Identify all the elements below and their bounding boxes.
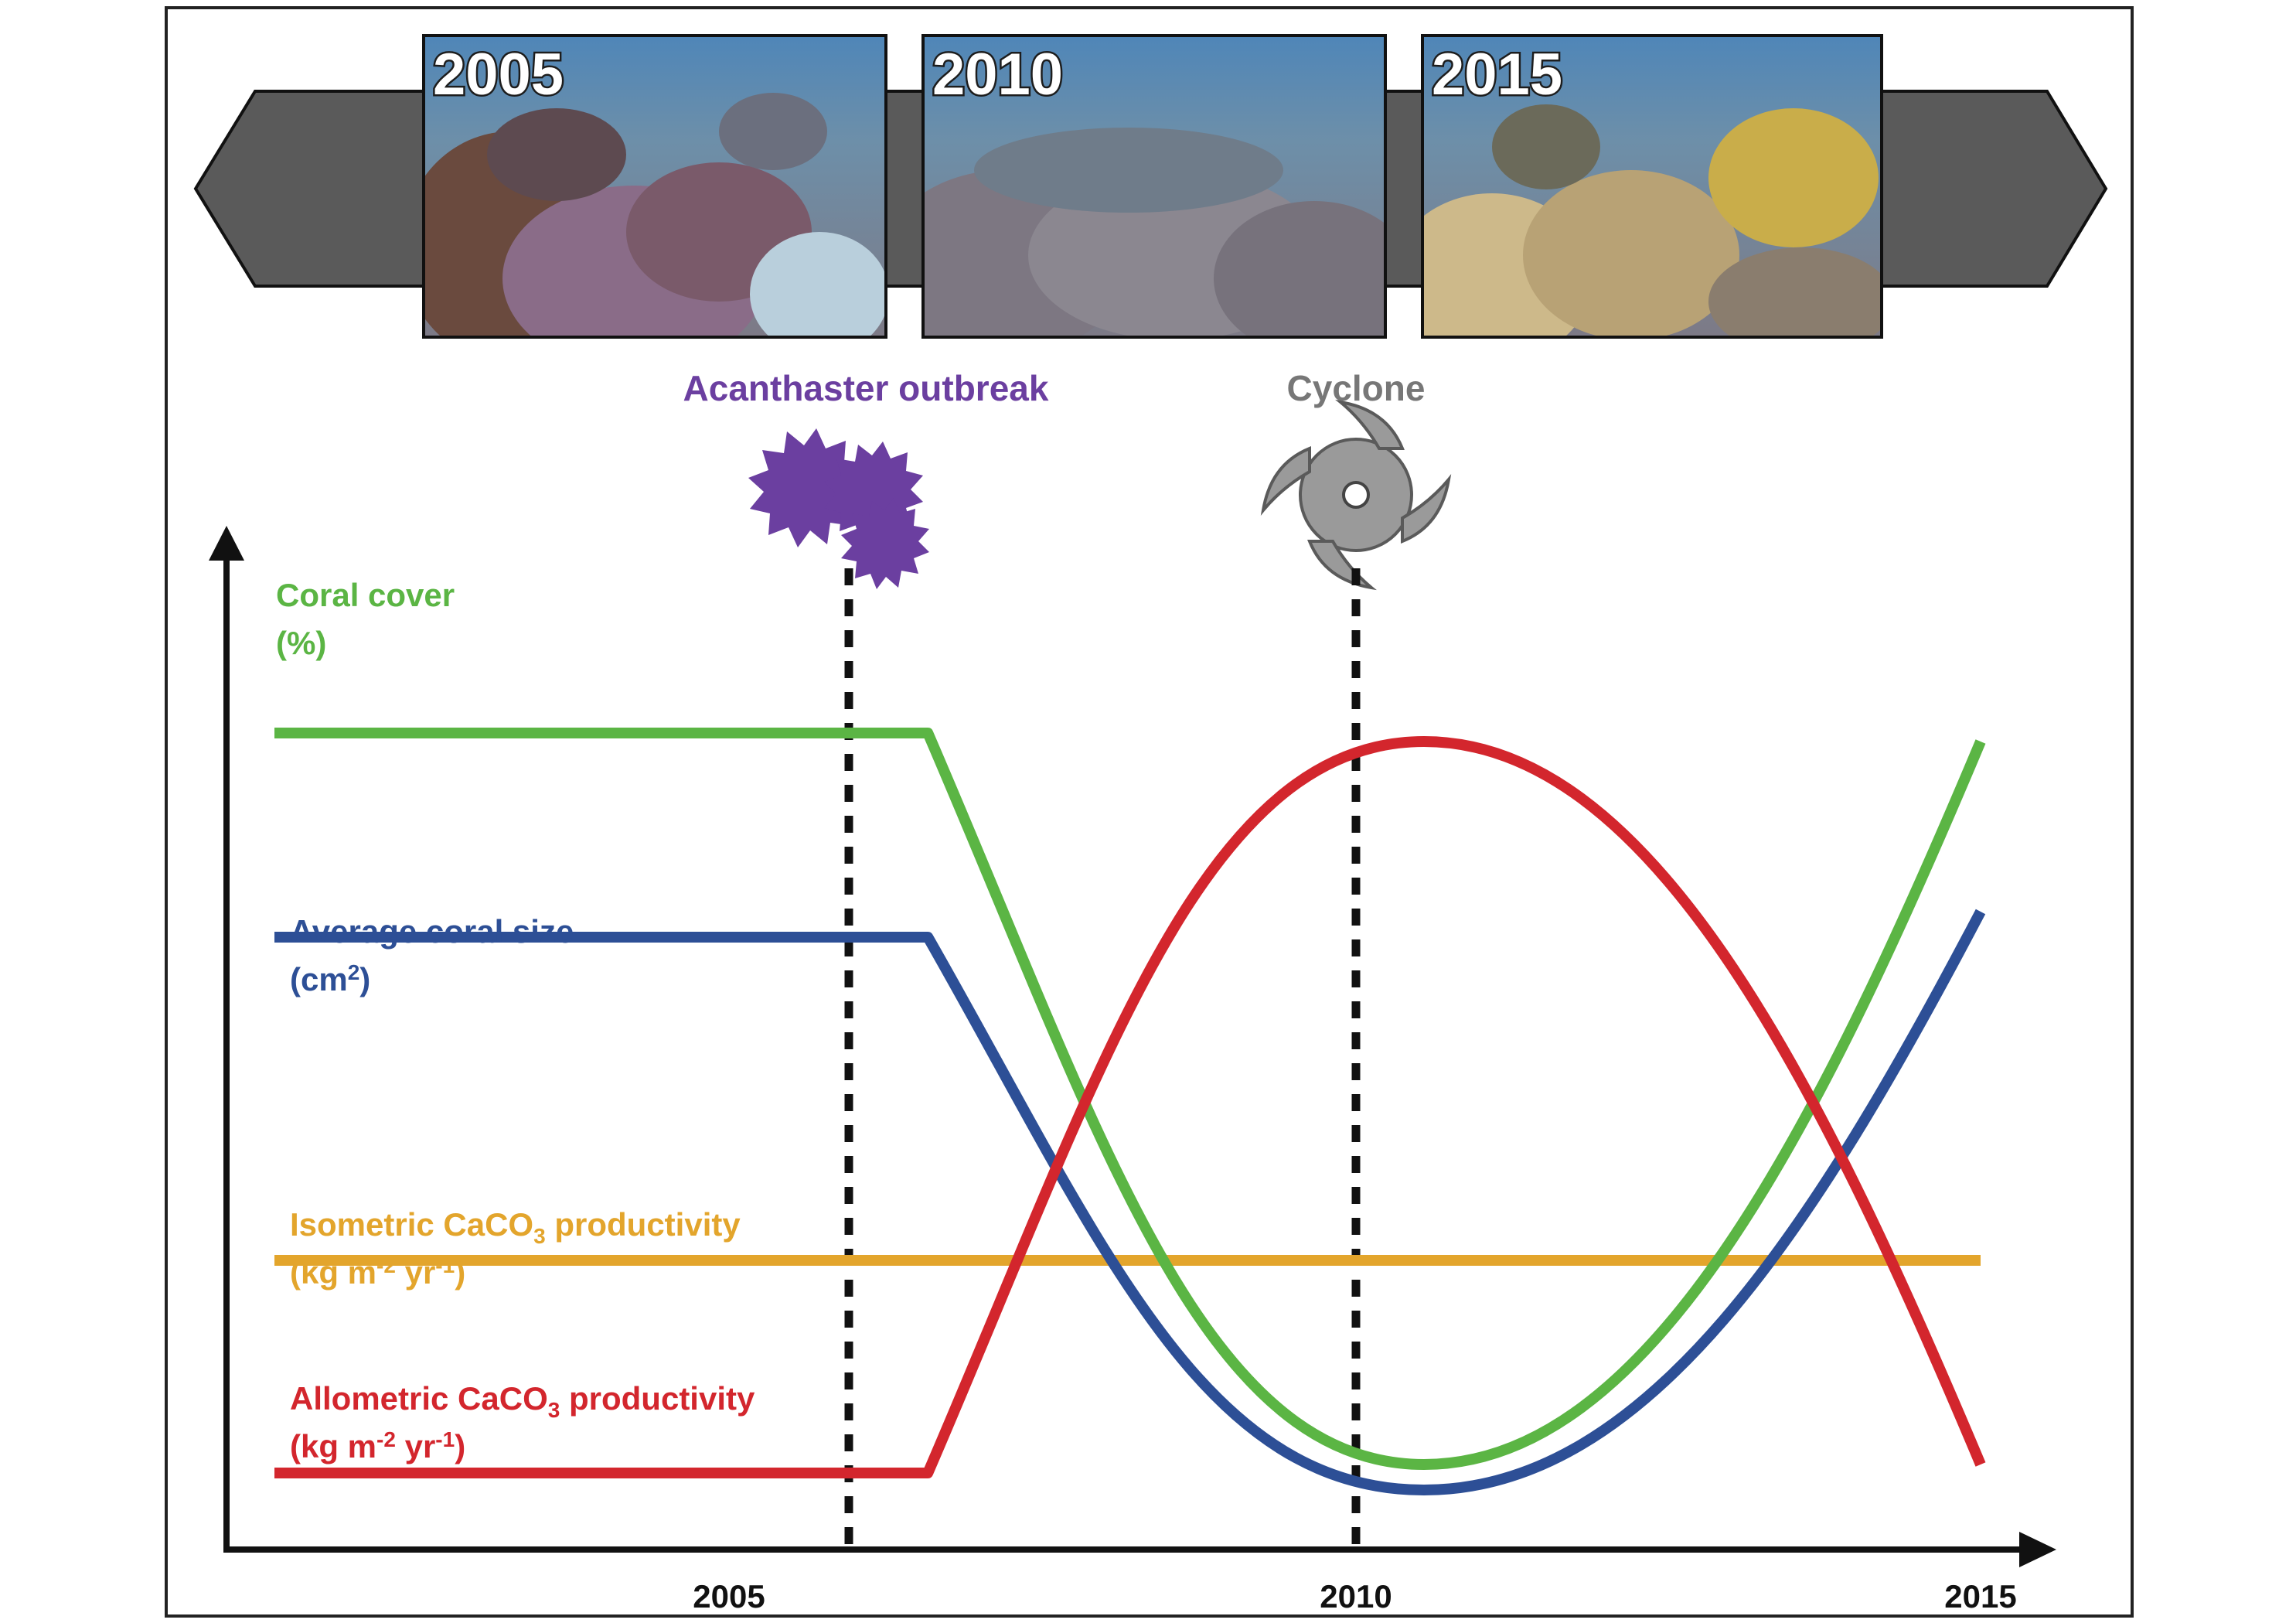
- x-tick-2015: 2015: [1944, 1578, 2016, 1614]
- photo-year-2005: 2005: [433, 42, 564, 107]
- label-coral-cover: Coral cover (%): [276, 577, 455, 661]
- cyclone-label: Cyclone: [1287, 368, 1426, 408]
- starfish-icon: [748, 428, 929, 589]
- svg-text:(kg m-2 yr-1): (kg m-2 yr-1): [290, 1253, 465, 1291]
- reef-photo-2010: 2010: [921, 34, 1387, 339]
- photo-year-2015: 2015: [1432, 42, 1562, 107]
- figure-border: [165, 6, 2134, 1618]
- cyclone-icon: [1260, 399, 1452, 591]
- reef-photo-2005: 2005: [422, 34, 887, 339]
- outbreak-label: Acanthaster outbreak: [683, 368, 1049, 408]
- reef-photo-2015: 2015: [1421, 34, 1883, 339]
- series-line-average-coral-size: [274, 909, 1986, 1495]
- svg-text:(%): (%): [276, 625, 326, 661]
- svg-text:(cm2): (cm2): [290, 960, 370, 997]
- photo-year-2010: 2010: [932, 42, 1063, 107]
- svg-text:Isometric CaCO3 productivity: Isometric CaCO3 productivity: [290, 1206, 741, 1248]
- label-allometric: Allometric CaCO3 productivity (kg m-2 yr…: [290, 1380, 755, 1464]
- x-tick-2010: 2010: [1320, 1578, 1392, 1614]
- x-axis-arrowhead: [2019, 1532, 2056, 1567]
- svg-text:Average coral size: Average coral size: [290, 913, 574, 950]
- svg-text:Allometric CaCO3 productivity: Allometric CaCO3 productivity: [290, 1380, 755, 1422]
- svg-text:Coral cover: Coral cover: [276, 577, 455, 613]
- series-line-coral-cover: [274, 728, 1986, 1470]
- series-line-allometric-caco3-productivity: [274, 736, 1986, 1478]
- y-axis-arrowhead: [209, 526, 244, 561]
- x-tick-2005: 2005: [693, 1578, 765, 1614]
- label-coral-size: Average coral size (cm2): [290, 913, 574, 997]
- svg-text:(kg m-2 yr-1): (kg m-2 yr-1): [290, 1427, 465, 1464]
- chart-series: [274, 728, 1986, 1495]
- label-isometric: Isometric CaCO3 productivity (kg m-2 yr-…: [290, 1206, 741, 1291]
